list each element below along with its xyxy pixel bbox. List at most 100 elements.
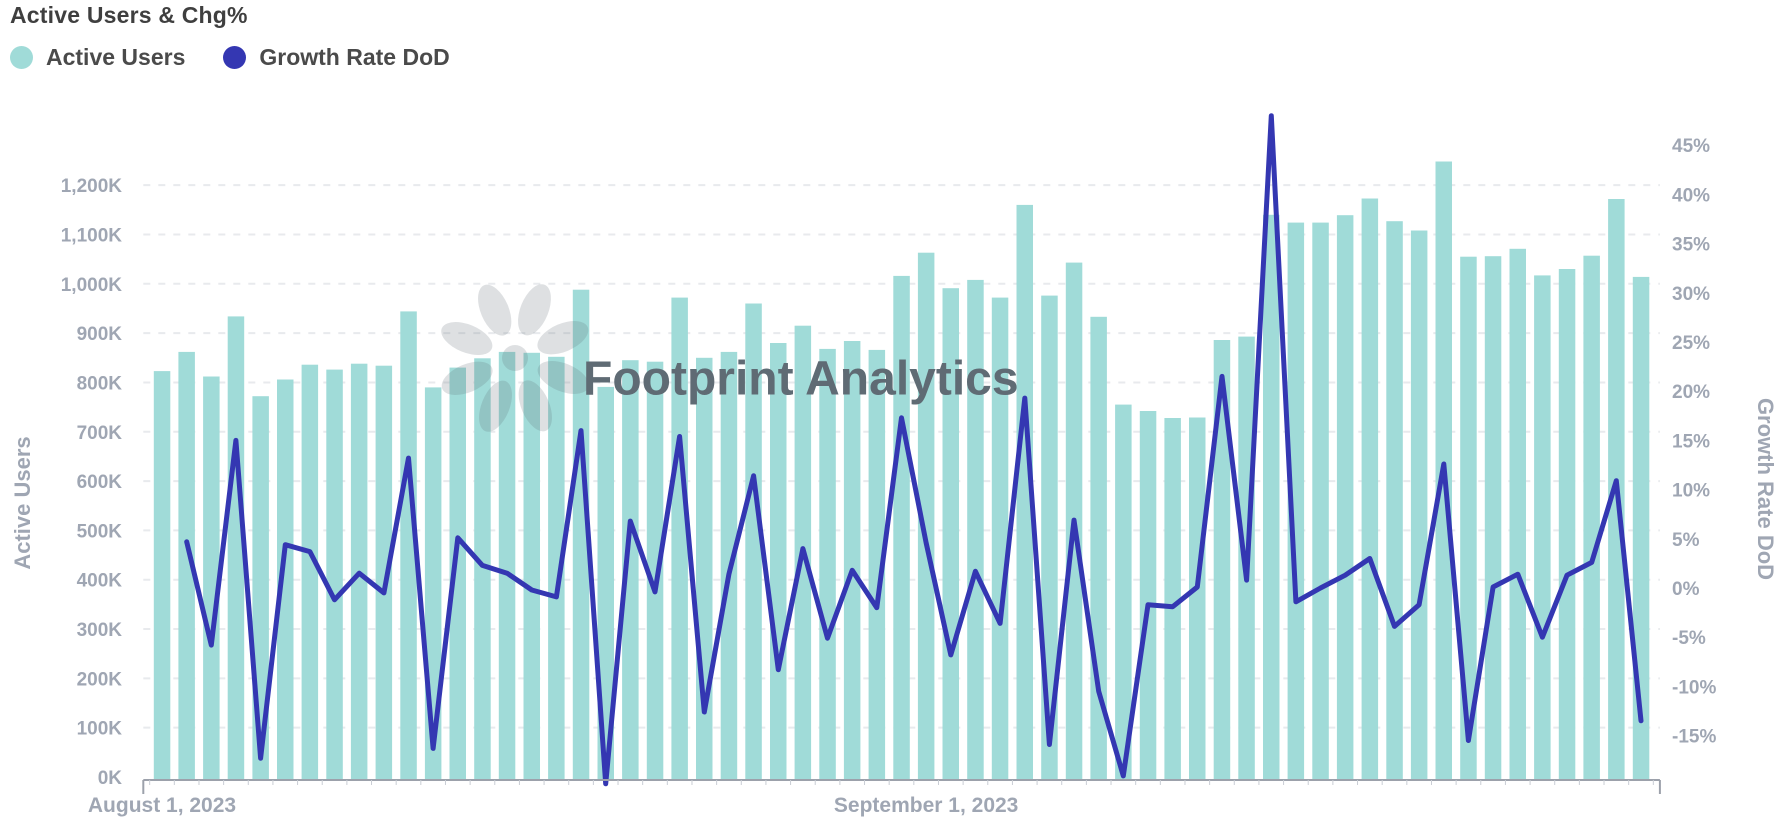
logo-center [502, 345, 528, 371]
legend-label-growth-rate: Growth Rate DoD [259, 44, 450, 70]
y-axis-right-tick-label: 20% [1672, 382, 1710, 403]
growth-line[interactable] [184, 113, 1644, 787]
bar[interactable] [967, 279, 984, 780]
chart-legend: Active Users Growth Rate DoD [10, 44, 450, 71]
bar[interactable] [1336, 215, 1354, 780]
y-axis-right-tick-label: 45% [1672, 136, 1710, 157]
y-axis-left-tick-label: 300K [77, 620, 123, 641]
bar[interactable] [1509, 248, 1527, 781]
bar[interactable] [326, 369, 343, 780]
bar[interactable] [696, 357, 713, 780]
logo-petal [537, 361, 589, 394]
y-axis-left-tick-label: 1,000K [61, 275, 123, 296]
bar[interactable] [819, 348, 836, 780]
logo-petal [478, 284, 512, 336]
bar[interactable] [770, 343, 787, 780]
logo-petal [441, 361, 493, 395]
y-axis-left-tick-label: 700K [77, 423, 123, 444]
y-axis-right-tick-label: 5% [1672, 530, 1700, 551]
bar[interactable] [622, 360, 639, 780]
bar[interactable] [1484, 256, 1502, 780]
bar[interactable] [449, 367, 467, 780]
bar[interactable] [1558, 269, 1576, 780]
y-axis-right-tick-label: 0% [1672, 579, 1700, 600]
bar[interactable] [1263, 214, 1280, 781]
watermark [441, 284, 589, 432]
bar[interactable] [1386, 221, 1403, 780]
bar[interactable] [1139, 411, 1157, 780]
legend-item-active-users[interactable]: Active Users [10, 44, 185, 71]
y-axis-right-tick-label: -10% [1672, 677, 1716, 698]
y-axis-right-tick-label: -5% [1672, 628, 1706, 649]
legend-dot-growth-rate-icon [223, 46, 247, 69]
bar[interactable] [523, 352, 541, 780]
y-axis-right-tick-label: 15% [1672, 431, 1710, 452]
bar[interactable] [227, 316, 245, 780]
y-axis-left-tick-label: 900K [77, 324, 123, 345]
y-axis-right-tick-label: 10% [1672, 481, 1710, 502]
bar[interactable] [745, 303, 762, 781]
y-axis-left-tick-label: 0K [98, 768, 123, 789]
y-axis-left-tick-label: 400K [77, 571, 123, 592]
bar[interactable] [646, 361, 664, 780]
bar[interactable] [1361, 198, 1379, 781]
bar[interactable] [991, 297, 1009, 780]
bar[interactable] [548, 356, 565, 780]
logo-petal [537, 321, 589, 355]
y-axis-left-tick-label: 1,200K [61, 176, 123, 197]
bar[interactable] [1583, 255, 1600, 780]
y-axis-right-tick-label: 25% [1672, 333, 1710, 354]
bar-series [153, 161, 1650, 781]
bar[interactable] [153, 371, 171, 780]
logo-petal [518, 284, 551, 336]
bar[interactable] [1115, 404, 1132, 780]
y-axis-left-tick-label: 500K [77, 521, 123, 542]
y-axis-left-tick-label: 600K [77, 472, 123, 493]
bar[interactable] [1287, 222, 1305, 781]
page-title: Active Users & Chg% [10, 2, 248, 28]
legend-label-active-users: Active Users [46, 44, 186, 70]
y-axis-right-tick-label: 30% [1672, 284, 1710, 305]
y-axis-right-name: Growth Rate DoD [1753, 398, 1778, 580]
bar[interactable] [1460, 256, 1477, 780]
bar[interactable] [277, 379, 294, 781]
bar[interactable] [400, 311, 417, 780]
bar[interactable] [1534, 275, 1551, 780]
bar[interactable] [942, 288, 960, 780]
bar[interactable] [1164, 418, 1181, 780]
x-axis-date-label: September 1, 2023 [834, 794, 1018, 817]
bar[interactable] [843, 341, 861, 780]
legend-dot-active-users-icon [10, 46, 33, 69]
y-axis-left-tick-label: 200K [77, 669, 123, 690]
logo-petal [518, 380, 552, 432]
bar[interactable] [375, 365, 393, 780]
y-axis-right-tick-label: -15% [1672, 727, 1716, 748]
bar[interactable] [498, 351, 516, 780]
bar[interactable] [1410, 230, 1428, 781]
bar[interactable] [474, 358, 491, 780]
bar[interactable] [1016, 204, 1034, 780]
y-axis-left-tick-label: 1,100K [61, 225, 123, 246]
bar[interactable] [1189, 417, 1206, 781]
y-axis-left-tick-label: 100K [77, 719, 123, 740]
logo-petal [479, 380, 512, 432]
bar[interactable] [868, 349, 886, 780]
y-axis-right-tick-label: 35% [1672, 235, 1710, 256]
bar[interactable] [671, 297, 688, 780]
y-axis-left-tick-label: 800K [77, 373, 123, 394]
bar[interactable] [893, 275, 910, 780]
footprint-logo-icon [441, 284, 589, 432]
bar[interactable] [597, 386, 615, 780]
bar[interactable] [1312, 222, 1329, 781]
x-axis-date-label: August 1, 2023 [88, 794, 236, 817]
bar[interactable] [572, 289, 590, 780]
bar[interactable] [178, 351, 195, 780]
bar[interactable] [1632, 276, 1650, 780]
bar[interactable] [301, 364, 319, 780]
bar[interactable] [1213, 340, 1231, 780]
bar[interactable] [203, 376, 220, 781]
bar[interactable] [917, 252, 935, 780]
legend-item-growth-rate[interactable]: Growth Rate DoD [223, 44, 450, 71]
y-axis-right-tick-label: 40% [1672, 185, 1710, 206]
